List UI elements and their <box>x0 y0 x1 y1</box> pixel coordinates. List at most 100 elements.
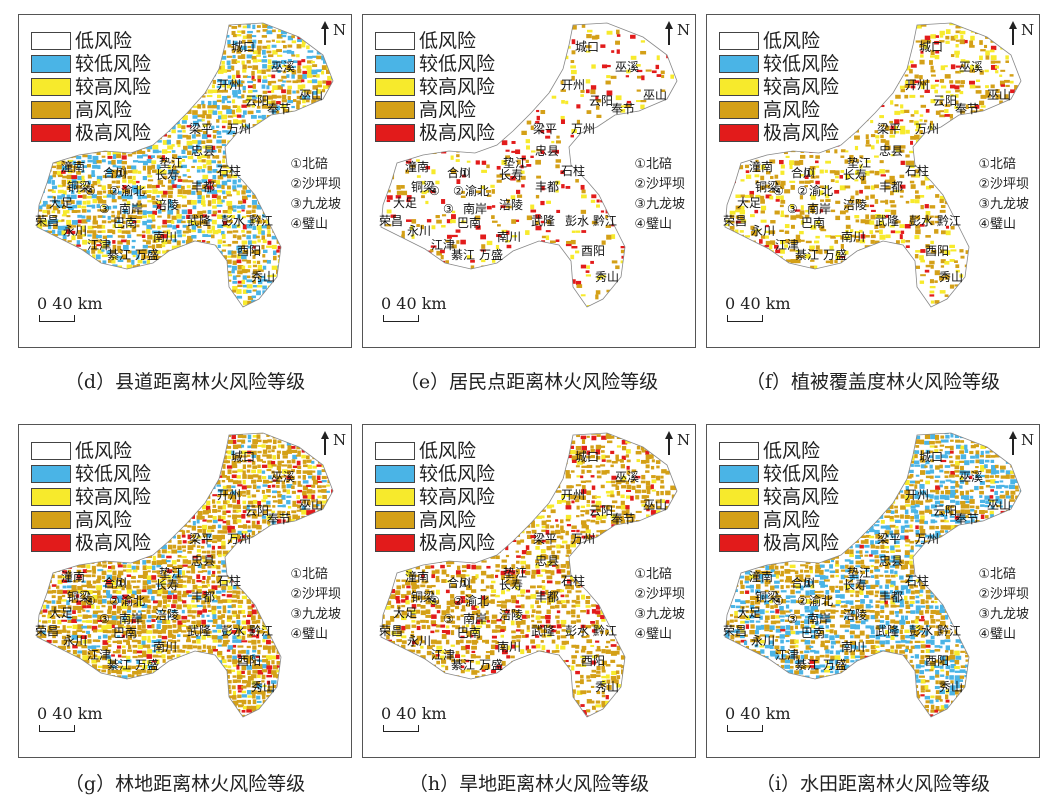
place-label-wushan: 巫山 <box>987 88 1012 102</box>
place-label-c4: ④ <box>773 594 784 608</box>
place-label-fengjie: 奉节 <box>267 102 292 116</box>
legend-label: 较低风险 <box>419 52 496 75</box>
place-label-fuling: 涪陵 <box>843 198 868 212</box>
place-label-xiushan: 秀山 <box>251 680 276 694</box>
legend-item: 较低风险 <box>31 52 151 75</box>
legend-swatch <box>719 441 759 460</box>
legend-label: 高风险 <box>419 98 477 121</box>
place-label-wansheng: 万盛 <box>479 658 504 672</box>
district-key: ①北碚 ②沙坪坝 ③九龙坡 ④璧山 <box>978 155 1029 235</box>
district-key-item: ④璧山 <box>634 627 672 642</box>
place-label-qianjiang: 黔江 <box>593 624 618 638</box>
north-label: N <box>677 431 691 449</box>
place-label-kaizhou: 开州 <box>561 488 586 502</box>
legend-swatch <box>375 123 415 142</box>
region-outline <box>36 432 334 718</box>
place-label-wulong: 武隆 <box>875 214 900 228</box>
district-key: ①北碚 ②沙坪坝 ③九龙坡 ④璧山 <box>978 565 1029 645</box>
legend-item: 较低风险 <box>719 462 839 485</box>
legend-label: 高风险 <box>763 98 821 121</box>
legend-item: 低风险 <box>375 439 495 462</box>
place-label-rongchang: 荣昌 <box>35 624 60 638</box>
caption-f: （f）植被覆盖度林火风险等级 <box>745 371 1001 393</box>
place-label-changshou: 长寿 <box>155 578 180 592</box>
north-label: N <box>333 431 347 449</box>
legend-swatch <box>31 77 71 96</box>
place-label-c3: ③ <box>443 612 454 626</box>
district-key-item: ②沙坪坝 <box>634 587 685 602</box>
district-key: ①北碚 ②沙坪坝 ③九龙坡 ④璧山 <box>290 565 341 645</box>
place-label-tongnan: 潼南 <box>749 570 774 584</box>
place-label-c4: ④ <box>429 184 440 198</box>
place-label-yubei: 渝北 <box>465 184 490 198</box>
place-label-nanchuan: 南川 <box>497 640 522 654</box>
place-label-yongchuan: 永川 <box>751 224 776 238</box>
legend-label: 极高风险 <box>419 121 496 144</box>
place-label-c2: ② <box>797 594 808 608</box>
place-label-c1: ① <box>459 576 470 590</box>
district-key-item: ④璧山 <box>634 217 672 232</box>
district-key-item: ②沙坪坝 <box>290 587 341 602</box>
place-label-nanchuan: 南川 <box>841 230 866 244</box>
legend-item: 极高风险 <box>31 121 151 144</box>
place-label-shizhu: 石柱 <box>561 574 586 588</box>
place-label-banan: 巴南 <box>801 216 826 230</box>
legend-item: 较低风险 <box>375 52 495 75</box>
place-label-wanzhou: 万州 <box>571 532 596 546</box>
place-label-rongchang: 荣昌 <box>379 214 404 228</box>
place-label-wanzhou: 万州 <box>571 122 596 136</box>
place-label-tongnan: 潼南 <box>405 160 430 174</box>
legend-label: 较高风险 <box>763 75 840 98</box>
place-label-yunyang: 云阳 <box>245 504 270 518</box>
district-key: ①北碚 ②沙坪坝 ③九龙坡 ④璧山 <box>634 155 685 235</box>
place-label-pengshui: 彭水 <box>909 214 934 228</box>
place-label-chengkou: 城口 <box>231 450 256 464</box>
legend-label: 高风险 <box>763 508 821 531</box>
place-label-c2: ② <box>453 594 464 608</box>
place-label-hechuan: 合川 <box>103 166 128 180</box>
place-label-dazu: 大足 <box>49 196 74 210</box>
place-label-pengshui: 彭水 <box>565 214 590 228</box>
north-arrow-icon: N <box>321 21 346 47</box>
place-label-nanan: 南岸 <box>463 612 488 626</box>
map-panel-e: 城口 巫溪 开州 巫山 云阳 奉节 梁平 万州 忠县 垫江 石柱 潼南 合川 长寿 铜梁 渝北 丰都 大足 南岸 涪陵… <box>362 14 696 348</box>
north-arrow-icon: N <box>321 431 347 457</box>
place-label-chengkou: 城口 <box>231 40 256 54</box>
place-label-jiangjin: 江津 <box>775 238 800 252</box>
legend-label: 极高风险 <box>763 121 840 144</box>
place-label-qijiang: 綦江 <box>795 248 820 262</box>
place-label-fengdu: 丰都 <box>879 590 904 604</box>
legend-label: 低风险 <box>75 439 133 462</box>
place-label-yubei: 渝北 <box>809 594 834 608</box>
legend-swatch <box>31 54 71 73</box>
district-key-item: ②沙坪坝 <box>634 177 685 192</box>
place-label-liangping: 梁平 <box>189 122 214 136</box>
place-label-nanchuan: 南川 <box>153 640 178 654</box>
scale-bar-line <box>39 315 75 322</box>
legend-item: 较高风险 <box>31 75 151 98</box>
legend-swatch <box>719 31 759 50</box>
place-label-zhongxian: 忠县 <box>879 554 904 568</box>
place-label-c4: ④ <box>429 594 440 608</box>
north-arrow-icon: N <box>1009 21 1034 47</box>
place-label-fuling: 涪陵 <box>499 198 524 212</box>
risk-map <box>724 22 1022 308</box>
map-panel-g: 城口 巫溪 开州 巫山 云阳 奉节 梁平 万州 忠县 垫江 石柱 潼南 合川 长寿 铜梁 渝北 丰都 大足 南岸 涪陵… <box>18 424 352 758</box>
place-label-shizhu: 石柱 <box>905 574 930 588</box>
place-label-liangping: 梁平 <box>877 122 902 136</box>
place-label-nanan: 南岸 <box>119 202 144 216</box>
district-key-item: ①北碚 <box>634 157 672 172</box>
place-label-wulong: 武隆 <box>531 624 556 638</box>
place-label-wushan: 巫山 <box>643 88 668 102</box>
map-panel-i: 城口 巫溪 开州 巫山 云阳 奉节 梁平 万州 忠县 垫江 石柱 潼南 合川 长寿 铜梁 渝北 丰都 大足 南岸 涪陵… <box>706 424 1040 758</box>
place-label-hechuan: 合川 <box>103 576 128 590</box>
place-label-wuxi: 巫溪 <box>615 470 640 484</box>
place-label-zhongxian: 忠县 <box>879 144 904 158</box>
place-label-kaizhou: 开州 <box>217 488 242 502</box>
risk-map <box>380 22 678 308</box>
legend-label: 极高风险 <box>75 121 152 144</box>
legend-item: 高风险 <box>375 508 495 531</box>
place-label-dazu: 大足 <box>49 606 74 620</box>
place-label-qianjiang: 黔江 <box>249 214 274 228</box>
